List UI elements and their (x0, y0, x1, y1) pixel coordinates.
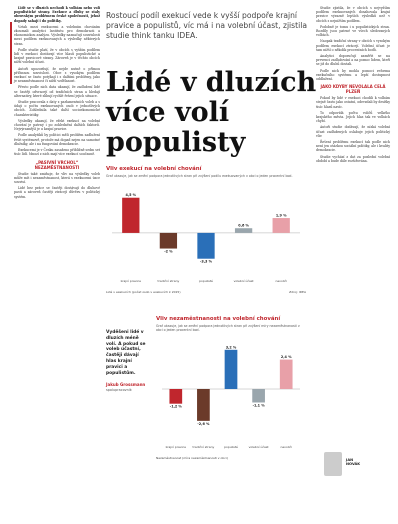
chart-svg: -1,2 % krajní pravice -2,6 % tradiční stran… (162, 345, 300, 449)
left-subhead: „PASIVNÍ VRCHOL“ NEZAMĚSTNANOSTI (34, 159, 80, 170)
bar-value-label: 3,2 % (226, 345, 237, 349)
title-line: populisty (106, 127, 246, 158)
chart-nezamestnanost: Vliv nezaměstnanosti na volební chování … (156, 316, 306, 460)
right-paragraph: Řešení problému exekucí tak podle nich n… (316, 140, 390, 153)
bar (272, 218, 290, 233)
title-line: Lidé v dluzích (106, 67, 317, 98)
right-paragraph: Analytici doporučují zaměřit se na preve… (316, 54, 390, 67)
bar-value-label: -2,6 % (197, 422, 210, 426)
bar-value-label: -3,3 % (200, 260, 213, 264)
left-paragraph: Výsledky ukazují, že efekt exekucí na vo… (14, 118, 100, 132)
chart-title: Vliv exekucí na volební chování (106, 166, 202, 172)
chart-description: Graf ukazuje, jak se změní podpora jedno… (106, 174, 293, 178)
bar (224, 349, 238, 389)
left-paragraph: Lidé bez práce se častěji dostávají do d… (14, 186, 100, 199)
right-paragraph: To odpovídá počtu voličů velkého krajské… (316, 110, 390, 124)
pull-quote-text: Vyděšeni lidé v dluzích méně volí. A pok… (106, 330, 146, 376)
bar-value-label: 1,9 % (276, 214, 287, 218)
bar-value-label: 2,4 % (281, 355, 292, 359)
chart-footnote-text: Lidé v exekucích (počet osob v exekucích… (106, 290, 181, 294)
right-column: Studie zjistila, že v obcích s nejvyšším… (316, 6, 390, 165)
chart-source: Zdroj: IDEA (289, 290, 306, 294)
left-paragraph: Exekucemi je v Česku zasaženo přibližně … (14, 148, 100, 157)
left-paragraph: Podle analytiků by politici měli problém… (14, 133, 100, 146)
category-label: volební účast (249, 445, 270, 449)
bar-value-label: -1,1 % (253, 403, 266, 407)
left-paragraph: Lidé se v dluzích nechodí k volbám nebo … (14, 6, 100, 23)
bar-value-label: -1,2 % (170, 405, 183, 409)
chart-svg: 4,5 % krajní pravice -2 % tradiční strany -3… (112, 193, 300, 283)
bar (159, 232, 178, 249)
category-label: nevoliči (275, 279, 287, 283)
bar (279, 359, 293, 389)
category-label: nevoliči (280, 445, 292, 449)
author-name: JAN NOVÁK (346, 458, 360, 467)
bar (252, 389, 265, 403)
bar-value-label: 0,6 % (238, 224, 249, 228)
bar (169, 389, 183, 404)
category-label: krajní pravice (121, 279, 142, 283)
chart-footnote: Lidé v exekucích (počet osob v exekucích… (106, 290, 306, 294)
accent-bar (10, 22, 12, 84)
author-name-line: NOVÁK (346, 462, 361, 467)
chart-exekuce: Vliv exekucí na volební chování Graf uka… (106, 166, 306, 294)
left-column: Lidé se v dluzích nechodí k volbám nebo … (14, 6, 100, 201)
author-photo (324, 452, 342, 476)
right-paragraph: Studie zjistila, že v obcích s nejvyšším… (316, 6, 390, 23)
right-paragraph: Podobně je tomu i u populistických stran… (316, 24, 390, 38)
chart-footnote: Nezaměstnanost (míra nezaměstnanosti v o… (156, 456, 306, 460)
author-name-line: JAN (346, 458, 354, 462)
bar (197, 232, 215, 259)
category-label: krajní pravice (166, 445, 187, 449)
category-label: tradiční strany (192, 445, 214, 449)
title-line: více volí (106, 97, 230, 128)
article-title: Lidé v dluzích více volí populisty (106, 68, 320, 158)
left-paragraph: Podle studie platí, že v obcích s vyšším… (14, 47, 100, 65)
left-paragraph: Studie pracovala s daty z parlamentních … (14, 100, 100, 117)
right-paragraph: Autoři studie dodávají, že nízká volební… (316, 125, 390, 138)
chart-title: Vliv nezaměstnanosti na volební chování (156, 316, 281, 322)
category-label: populisté (199, 279, 213, 283)
pull-quote-role: spolupracovník (106, 388, 132, 393)
pull-quote-author: Jakub Grossmann (106, 382, 146, 388)
bar (234, 228, 253, 233)
right-subhead: JAKO KDYBY NEVOLALA CELÁ PLZEŇ (320, 84, 386, 95)
pull-quote: Vyděšeni lidé v dluzích méně volí. A pok… (106, 330, 150, 394)
chart-footnote-text: Nezaměstnanost (míra nezaměstnanosti v o… (156, 456, 228, 460)
bar (197, 389, 210, 421)
category-label: populisté (224, 445, 238, 449)
right-paragraph: Pokud by lidé v exekuci chodili k volbám… (316, 96, 390, 109)
right-paragraph: Studie vychází z dat za poslední volební… (316, 154, 390, 163)
chart-description: Graf ukazuje, jak se změní podpora jedno… (156, 324, 300, 332)
left-paragraph: Autoři upozorňují, že nejde nutně o přím… (14, 66, 100, 84)
category-label: tradiční strany (157, 279, 179, 283)
bar (122, 197, 140, 233)
bar-value-label: -2 % (164, 250, 173, 254)
article-dek: Rostoucí podíl exekucí vede k vyšší podp… (106, 11, 307, 40)
bar-value-label: 4,5 % (126, 193, 137, 197)
left-paragraph: Přesto podle nich data ukazují, že zadlu… (14, 85, 100, 98)
category-label: volební účast (234, 279, 255, 283)
left-paragraph: Studie také zmiňuje, že vliv na výsledky… (14, 171, 100, 184)
right-paragraph: Podle nich by mohla pomoci reforma exeku… (316, 68, 390, 82)
right-paragraph: Naopak tradiční strany v obcích s vysoký… (316, 39, 390, 52)
left-paragraph: Vztah mezi exekucemi a volebním chováním… (14, 24, 100, 46)
